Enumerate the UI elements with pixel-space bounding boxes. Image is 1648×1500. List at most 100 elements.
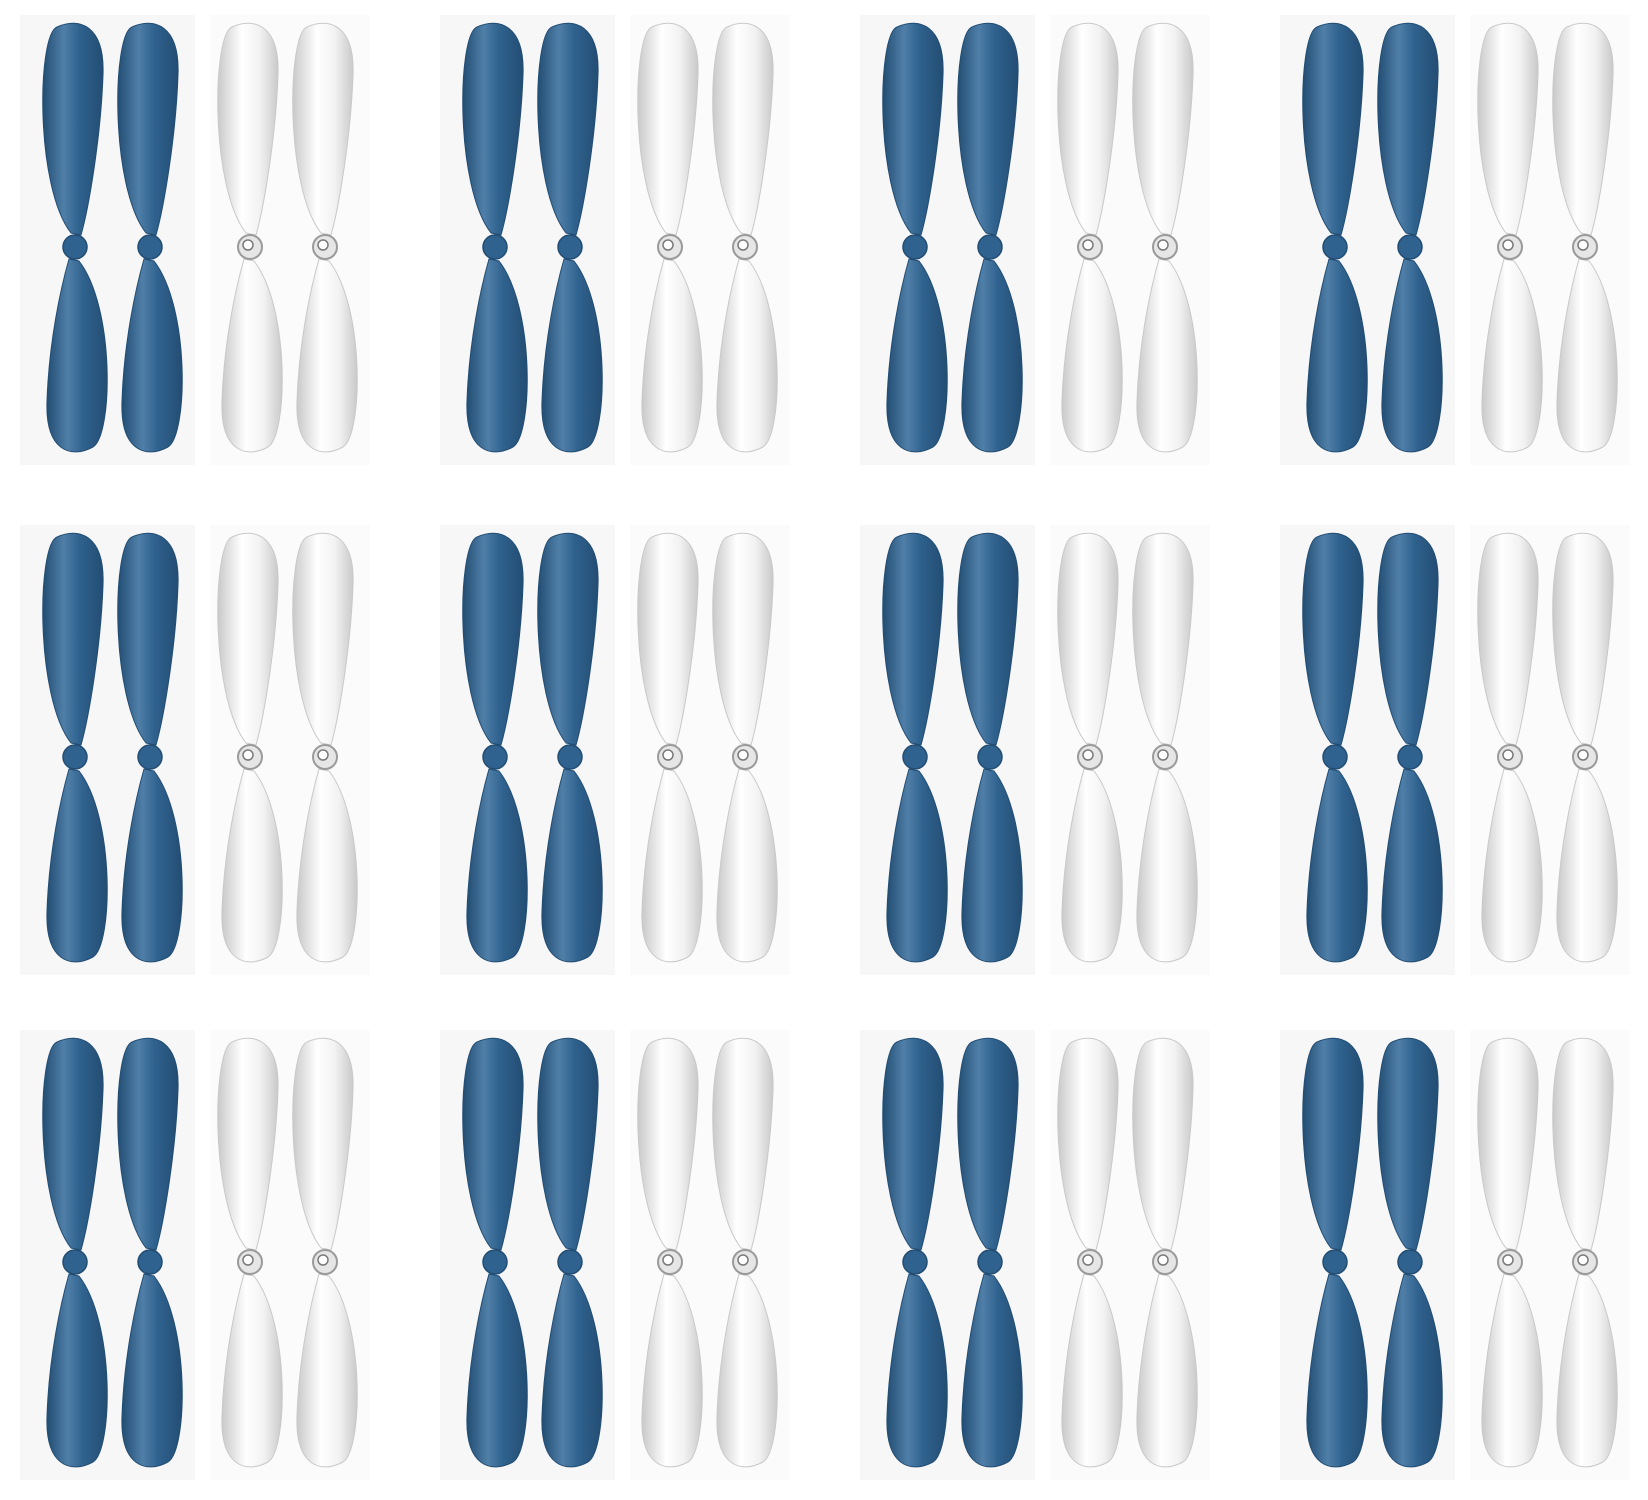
propeller-set <box>20 15 370 465</box>
lower-blade <box>46 768 108 963</box>
clear-propeller <box>712 1037 778 1468</box>
hub-shaft <box>1082 239 1094 251</box>
clear-propeller <box>1132 1037 1198 1468</box>
upper-blade <box>637 22 699 236</box>
hub <box>482 234 508 260</box>
blue-propeller <box>42 1037 108 1468</box>
upper-blade <box>217 532 279 746</box>
clear-propeller <box>637 1037 703 1468</box>
lower-blade <box>1556 1273 1618 1468</box>
clear-propeller <box>217 532 283 963</box>
blue-propeller <box>42 22 108 453</box>
upper-blade <box>42 532 104 746</box>
hub <box>557 744 583 770</box>
hub-shaft <box>662 1254 674 1266</box>
upper-blade <box>1302 1037 1364 1251</box>
hub-shaft <box>662 239 674 251</box>
propeller-set-graphic <box>1280 1030 1630 1480</box>
upper-blade <box>292 1037 354 1251</box>
upper-blade <box>1552 532 1614 746</box>
hub <box>482 1249 508 1275</box>
lower-blade <box>641 768 703 963</box>
hub <box>62 1249 88 1275</box>
hub <box>1397 234 1423 260</box>
upper-blade <box>1552 22 1614 236</box>
blue-propeller <box>1377 532 1443 963</box>
lower-blade <box>1306 1273 1368 1468</box>
clear-propeller <box>292 532 358 963</box>
lower-blade <box>466 1273 528 1468</box>
hub <box>62 234 88 260</box>
upper-blade <box>537 1037 599 1251</box>
lower-blade <box>541 768 603 963</box>
upper-blade <box>1057 532 1119 746</box>
hub-shaft <box>1157 1254 1169 1266</box>
hub-shaft <box>1502 1254 1514 1266</box>
blue-propeller <box>882 22 948 453</box>
hub-shaft <box>737 1254 749 1266</box>
upper-blade <box>712 532 774 746</box>
lower-blade <box>1136 1273 1198 1468</box>
hub-shaft <box>737 239 749 251</box>
lower-blade <box>1061 258 1123 453</box>
upper-blade <box>1377 532 1439 746</box>
hub <box>902 744 928 770</box>
hub-shaft <box>1577 1254 1589 1266</box>
lower-blade <box>541 258 603 453</box>
hub <box>557 234 583 260</box>
lower-blade <box>886 258 948 453</box>
clear-propeller <box>1477 1037 1543 1468</box>
propeller-set <box>20 1030 370 1480</box>
propeller-set <box>860 1030 1210 1480</box>
hub-shaft <box>1082 1254 1094 1266</box>
hub <box>977 234 1003 260</box>
hub-shaft <box>1157 239 1169 251</box>
hub <box>137 744 163 770</box>
upper-blade <box>1132 22 1194 236</box>
upper-blade <box>42 1037 104 1251</box>
upper-blade <box>1302 22 1364 236</box>
lower-blade <box>221 258 283 453</box>
lower-blade <box>886 1273 948 1468</box>
clear-propeller <box>1477 22 1543 453</box>
upper-blade <box>1377 1037 1439 1251</box>
upper-blade <box>42 22 104 236</box>
lower-blade <box>1306 768 1368 963</box>
lower-blade <box>1381 768 1443 963</box>
blue-propeller <box>537 22 603 453</box>
hub-shaft <box>1502 749 1514 761</box>
clear-propeller <box>217 1037 283 1468</box>
hub-shaft <box>1082 749 1094 761</box>
blue-propeller <box>537 1037 603 1468</box>
blue-propeller <box>537 532 603 963</box>
upper-blade <box>117 532 179 746</box>
hub <box>137 1249 163 1275</box>
blue-propeller <box>462 22 528 453</box>
lower-blade <box>1306 258 1368 453</box>
lower-blade <box>716 1273 778 1468</box>
blue-propeller <box>1302 1037 1368 1468</box>
blue-propeller <box>462 532 528 963</box>
propeller-set <box>20 525 370 975</box>
upper-blade <box>1477 1037 1539 1251</box>
propeller-set-graphic <box>20 1030 370 1480</box>
lower-blade <box>1381 258 1443 453</box>
clear-propeller <box>217 22 283 453</box>
hub <box>557 1249 583 1275</box>
lower-blade <box>466 258 528 453</box>
propeller-set <box>1280 15 1630 465</box>
upper-blade <box>537 532 599 746</box>
hub <box>977 744 1003 770</box>
lower-blade <box>1481 258 1543 453</box>
upper-blade <box>1057 22 1119 236</box>
blue-propeller <box>117 22 183 453</box>
lower-blade <box>961 768 1023 963</box>
blue-propeller <box>957 22 1023 453</box>
clear-propeller <box>1057 532 1123 963</box>
upper-blade <box>1377 22 1439 236</box>
upper-blade <box>637 532 699 746</box>
upper-blade <box>292 22 354 236</box>
propeller-set <box>1280 525 1630 975</box>
upper-blade <box>292 532 354 746</box>
upper-blade <box>882 532 944 746</box>
